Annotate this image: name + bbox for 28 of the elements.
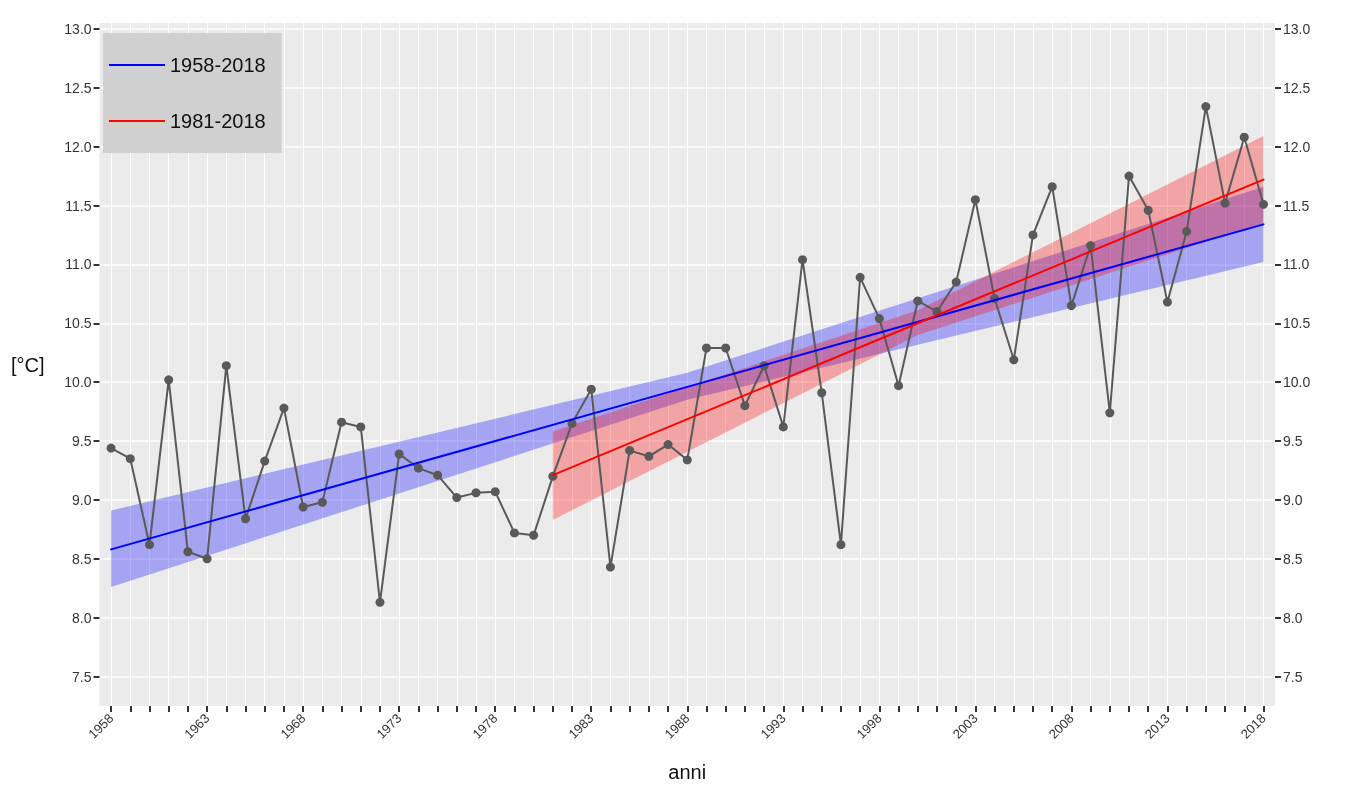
y2-tick-label: 8.5 — [1283, 550, 1303, 567]
y-tick-label: 11.5 — [65, 197, 92, 214]
y-tick-label: 11.0 — [65, 256, 92, 273]
y2-tick-label: 13.0 — [1283, 20, 1311, 37]
x-axis-title: anni — [668, 761, 707, 783]
y-tick-label: 7.5 — [72, 668, 92, 685]
y-tick-label: 12.0 — [64, 138, 92, 155]
y2-tick-label: 11.0 — [1283, 256, 1310, 273]
y-axis-title: [°C] — [10, 353, 45, 376]
y2-tick-label: 10.0 — [1283, 374, 1311, 391]
y2-tick-label: 9.5 — [1283, 433, 1303, 450]
y-tick-label: 10.5 — [64, 315, 92, 332]
y2-tick-label: 12.0 — [1283, 138, 1311, 155]
y-tick-label: 12.5 — [64, 79, 92, 96]
y2-tick-label: 10.5 — [1283, 315, 1311, 332]
y2-tick-label: 11.5 — [1283, 197, 1310, 214]
y-tick-label: 8.0 — [72, 609, 92, 626]
y-tick-label: 8.5 — [72, 550, 92, 567]
y-tick-label: 13.0 — [64, 20, 92, 37]
legend-label: 1981-2018 — [170, 110, 266, 132]
y2-tick-label: 12.5 — [1283, 79, 1311, 96]
y-tick-label: 9.0 — [72, 491, 92, 508]
y-tick-label: 10.0 — [64, 374, 92, 391]
y2-tick-label: 9.0 — [1283, 491, 1303, 508]
y2-tick-label: 7.5 — [1283, 668, 1303, 685]
y2-tick-label: 8.0 — [1283, 609, 1303, 626]
y-tick-label: 9.5 — [72, 433, 92, 450]
legend-label: 1958-2018 — [170, 54, 266, 76]
